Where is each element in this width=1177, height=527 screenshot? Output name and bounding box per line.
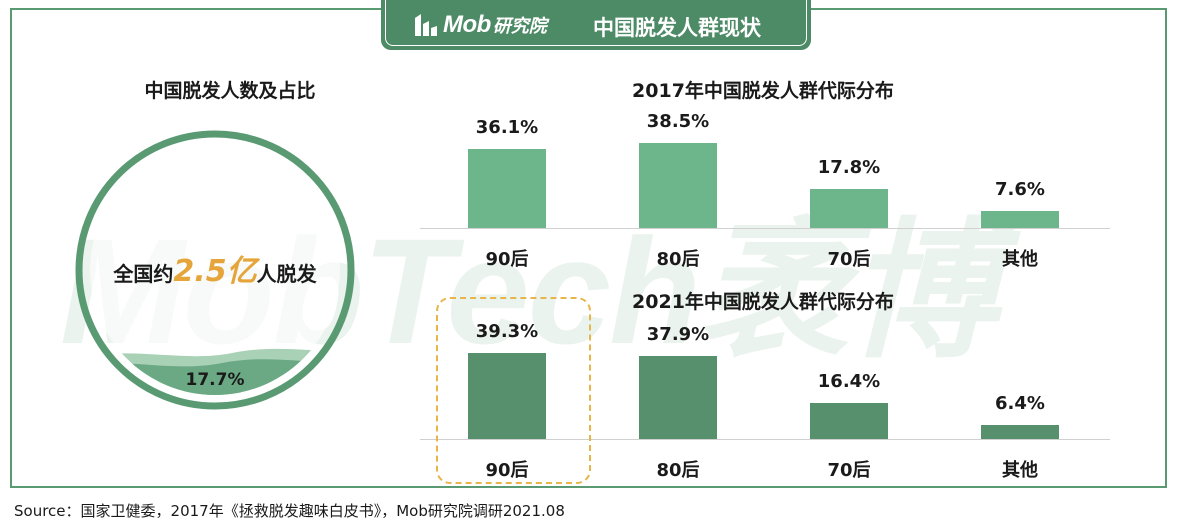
category-label-2021-3: 其他 <box>1002 460 1038 481</box>
share-label: 17.7% <box>185 370 245 390</box>
category-label-2021-2: 70后 <box>827 460 871 481</box>
bar-2017-2 <box>810 188 888 228</box>
category-label-2021-1: 80后 <box>656 460 700 481</box>
logo-brand-cn: 研究院 <box>492 16 547 37</box>
chart-2017-baseline <box>420 228 1110 229</box>
logo-icon <box>413 12 439 38</box>
category-label-2017-0: 90后 <box>485 249 529 270</box>
bar-2021-2 <box>810 402 888 439</box>
bar-2021-3 <box>981 424 1059 439</box>
bar-2017-1 <box>639 143 717 228</box>
center-number: 2.5 <box>173 254 227 289</box>
bar-value-label-2021-0: 39.3% <box>475 320 539 342</box>
highlight-90s-box <box>436 297 591 484</box>
center-suffix: 人脱发 <box>256 262 317 286</box>
category-label-2017-2: 70后 <box>827 249 871 270</box>
source-note: Source：国家卫健委，2017年《拯救脱发趣味白皮书》，Mob研究院调研20… <box>14 502 565 520</box>
center-unit: 亿 <box>226 254 257 289</box>
bar-value-label-2017-1: 38.5% <box>646 111 710 133</box>
category-label-2021-0: 90后 <box>485 460 529 481</box>
chart-2021-title: 2021年中国脱发人群代际分布 <box>632 291 894 313</box>
bar-value-label-2017-2: 17.8% <box>817 156 881 178</box>
bar-2021-0 <box>468 352 546 439</box>
bar-value-label-2021-1: 37.9% <box>646 323 710 345</box>
category-label-2017-3: 其他 <box>1002 249 1038 270</box>
inner-fill <box>90 145 340 395</box>
center-prefix: 全国约 <box>113 262 174 286</box>
chart-2017-title: 2017年中国脱发人群代际分布 <box>632 80 894 102</box>
logo-brand: Mob <box>443 11 491 38</box>
chart-2021-baseline <box>420 439 1110 440</box>
bar-value-label-2017-3: 7.6% <box>995 179 1045 201</box>
category-label-2017-1: 80后 <box>656 249 700 270</box>
bar-2021-1 <box>639 355 717 439</box>
header-banner: Mob 研究院 中国脱发人群现状 <box>381 0 811 50</box>
share-wave-front <box>90 359 340 395</box>
population-circle <box>72 127 358 413</box>
total-population-text: 全国约2.5亿人脱发 <box>80 246 350 290</box>
bar-2017-0 <box>468 148 546 228</box>
left-panel-title: 中国脱发人数及占比 <box>144 80 316 102</box>
banner-border <box>385 0 807 46</box>
page-title: 中国脱发人群现状 <box>593 16 761 40</box>
mob-logo: Mob 研究院 <box>413 8 547 42</box>
bar-2017-3 <box>981 211 1059 228</box>
bar-value-label-2017-0: 36.1% <box>475 116 539 138</box>
outer-ring <box>75 130 355 410</box>
bar-value-label-2021-2: 16.4% <box>817 370 881 392</box>
bar-value-label-2021-3: 6.4% <box>995 392 1045 414</box>
